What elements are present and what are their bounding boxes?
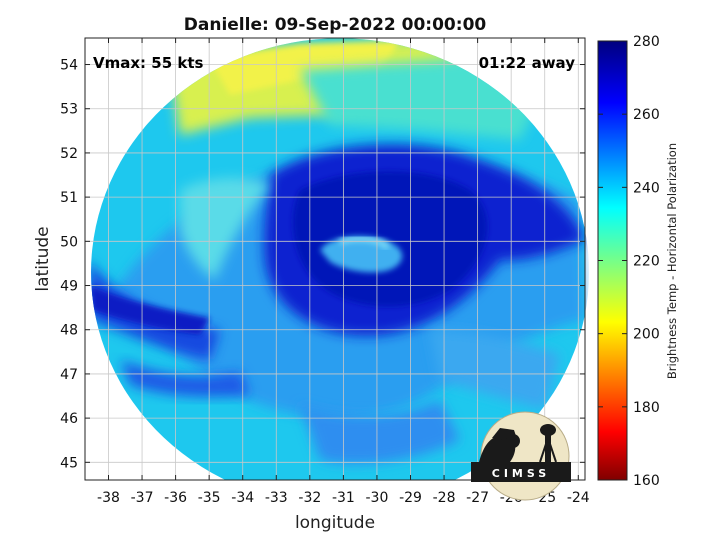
- x-tick-label: -38: [97, 490, 120, 506]
- axes-frame: [84, 37, 586, 481]
- x-tick-label: -35: [198, 490, 221, 506]
- brightness-temp-swath: [91, 38, 585, 480]
- cimss-logo: CIMSS: [471, 411, 571, 501]
- chart-title: Danielle: 09-Sep-2022 00:00:00: [184, 15, 487, 35]
- y-tick-label: 50: [60, 234, 78, 250]
- x-tick-label: -30: [366, 490, 389, 506]
- logo-text: CIMSS: [492, 467, 550, 480]
- x-tick-label: -31: [332, 490, 355, 506]
- grid-lines: [85, 38, 585, 480]
- x-tick-label: -28: [433, 490, 456, 506]
- y-tick-label: 52: [60, 146, 78, 162]
- x-tick-label: -32: [298, 490, 321, 506]
- y-tick-label: 48: [60, 323, 78, 339]
- colorbar-tick-label: 280: [633, 34, 660, 50]
- y-tick-label: 53: [60, 102, 78, 118]
- y-tick-label: 46: [60, 411, 78, 427]
- y-tick-label: 45: [60, 455, 78, 471]
- x-tick-label: -24: [567, 490, 590, 506]
- colorbar-tick-label: 220: [633, 254, 660, 270]
- y-tick-label: 51: [60, 190, 78, 206]
- y-tick-label: 49: [60, 279, 78, 295]
- x-tick-label: -27: [466, 490, 489, 506]
- colorbar-tick-label: 240: [633, 180, 660, 196]
- y-axis-label: latitude: [33, 226, 53, 291]
- x-axis-label: longitude: [295, 513, 375, 533]
- x-tick-label: -29: [399, 490, 422, 506]
- time-away-annotation: 01:22 away: [479, 54, 576, 72]
- colorbar-label: Brightness Temp - Horizontal Polarizatio…: [665, 143, 679, 379]
- x-tick-label: -33: [265, 490, 288, 506]
- x-tick-label: -34: [231, 490, 254, 506]
- colorbar-tick-label: 260: [633, 107, 660, 123]
- y-tick-label: 54: [60, 58, 78, 74]
- colorbar-tick-label: 200: [633, 327, 660, 343]
- colorbar-tick-label: 180: [633, 400, 660, 416]
- y-tick-label: 47: [60, 367, 78, 383]
- x-tick-label: -37: [131, 490, 154, 506]
- x-tick-label: -36: [164, 490, 187, 506]
- vmax-annotation: Vmax: 55 kts: [93, 54, 203, 72]
- colorbar-tick-label: 160: [633, 473, 660, 489]
